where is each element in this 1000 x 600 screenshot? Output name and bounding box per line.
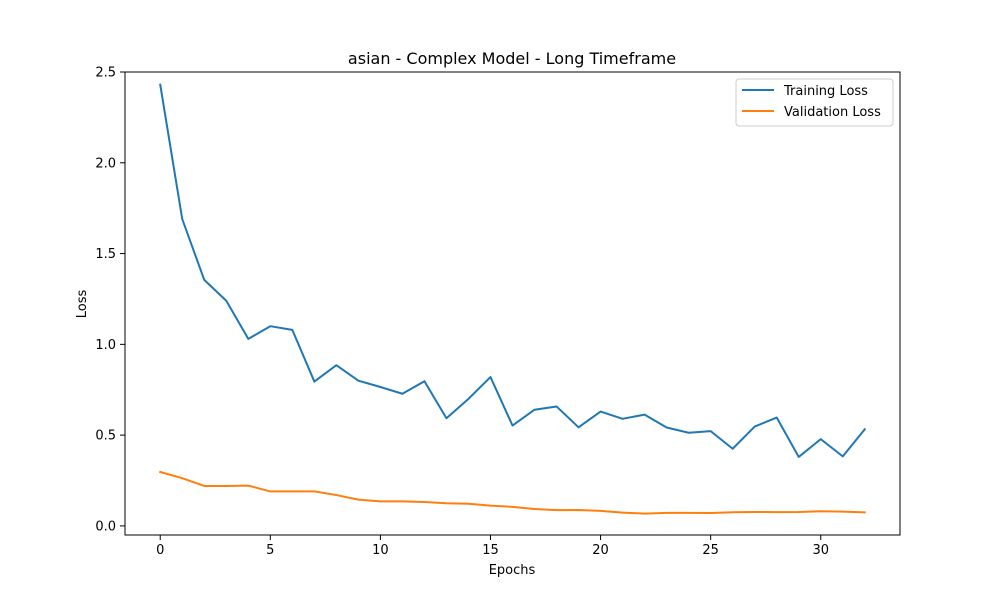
plot-area-frame	[124, 71, 901, 536]
x-tick-label: 0	[156, 543, 164, 558]
series-line-validation-loss	[158, 470, 866, 515]
y-tick-label: 2.0	[95, 156, 116, 171]
x-tick-label: 15	[482, 543, 499, 558]
legend-label-training: Training Loss	[783, 84, 868, 99]
legend: Training Loss Validation Loss	[735, 78, 894, 127]
legend-label-validation: Validation Loss	[784, 105, 881, 120]
series-layer	[158, 83, 867, 515]
y-tick-label: 0.0	[95, 519, 116, 534]
x-axis-title: Epochs	[489, 563, 536, 578]
legend-box	[735, 78, 894, 127]
x-tick-label: 25	[702, 543, 719, 558]
x-tick-label: 10	[372, 543, 389, 558]
x-tick-label: 30	[812, 543, 829, 558]
x-tick-label: 5	[266, 543, 274, 558]
y-axis: 0.0 0.5 1.0 1.5 2.0 2.5	[95, 66, 125, 534]
x-tick-label: 20	[592, 543, 609, 558]
x-axis: 0 5 10 15 20 25 30	[156, 535, 829, 558]
y-axis-title: Loss	[75, 290, 90, 319]
y-tick-label: 1.0	[95, 338, 116, 353]
chart-title: asian - Complex Model - Long Timeframe	[348, 49, 676, 68]
y-tick-label: 2.5	[95, 66, 116, 81]
series-line-training-loss	[159, 83, 867, 458]
y-tick-label: 0.5	[95, 429, 116, 444]
y-tick-label: 1.5	[95, 247, 116, 262]
